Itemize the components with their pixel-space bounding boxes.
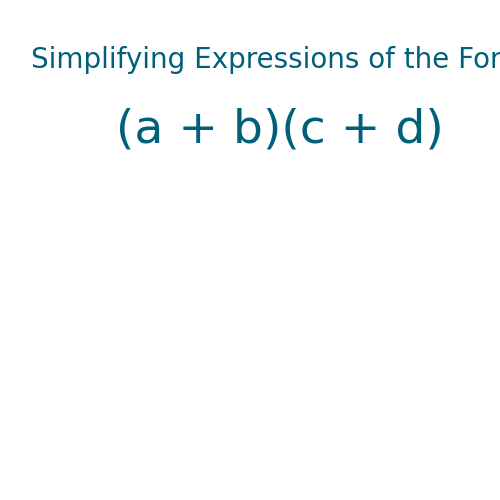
Text: Simplifying Expressions of the Form: Simplifying Expressions of the Form	[32, 46, 500, 74]
Text: (a + b)(c + d): (a + b)(c + d)	[116, 108, 444, 152]
